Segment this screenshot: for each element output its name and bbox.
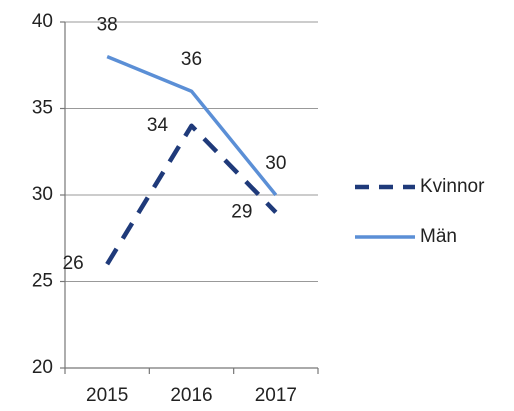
data-label: 29 [231,201,252,222]
x-tick-label: 2015 [86,385,128,406]
data-label: 26 [63,253,84,274]
x-tick-label: 2016 [170,385,212,406]
y-tick-label: 30 [32,184,53,205]
y-tick-label: 25 [32,271,53,292]
series-line [106,54,278,197]
data-label: 30 [265,153,286,174]
series-line [105,123,278,266]
data-label: 34 [147,115,169,136]
legend-label: Kvinnor [420,176,485,197]
data-label: 36 [181,49,202,70]
data-label: 38 [97,15,118,36]
y-tick-label: 20 [32,357,53,378]
y-tick-label: 40 [32,11,53,32]
x-tick-label: 2017 [255,385,297,406]
y-tick-label: 35 [32,98,53,119]
legend-label: Män [420,226,457,247]
